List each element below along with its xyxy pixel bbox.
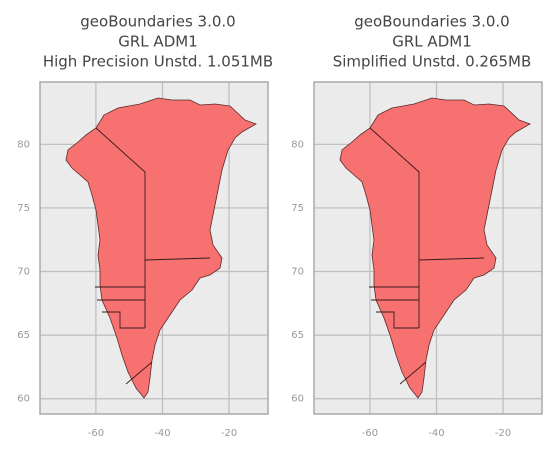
panel-title: Simplified Unstd. 0.265MB bbox=[333, 53, 532, 71]
x-tick-label: -60 bbox=[362, 428, 378, 439]
y-tick-label: 70 bbox=[291, 267, 304, 278]
y-tick-label: 60 bbox=[17, 394, 30, 405]
panel-title: GRL ADM1 bbox=[392, 33, 471, 51]
x-tick-label: -60 bbox=[88, 428, 104, 439]
panel-title: geoBoundaries 3.0.0 bbox=[80, 13, 235, 31]
y-tick-label: 80 bbox=[17, 139, 30, 150]
y-tick-label: 75 bbox=[17, 203, 30, 214]
plot-border bbox=[313, 81, 543, 415]
x-tick-label: -40 bbox=[428, 428, 444, 439]
x-tick-label: -20 bbox=[221, 428, 237, 439]
panel-title: GRL ADM1 bbox=[118, 33, 197, 51]
x-tick-label: -40 bbox=[154, 428, 170, 439]
y-tick-label: 60 bbox=[291, 394, 304, 405]
y-tick-label: 65 bbox=[291, 330, 304, 341]
y-tick-label: 70 bbox=[17, 267, 30, 278]
panel-title: High Precision Unstd. 1.051MB bbox=[43, 53, 273, 71]
panel-title: geoBoundaries 3.0.0 bbox=[354, 13, 509, 31]
y-tick-label: 65 bbox=[17, 330, 30, 341]
plot-border bbox=[39, 81, 269, 415]
x-tick-label: -20 bbox=[495, 428, 511, 439]
y-tick-label: 80 bbox=[291, 139, 304, 150]
y-tick-label: 75 bbox=[291, 203, 304, 214]
